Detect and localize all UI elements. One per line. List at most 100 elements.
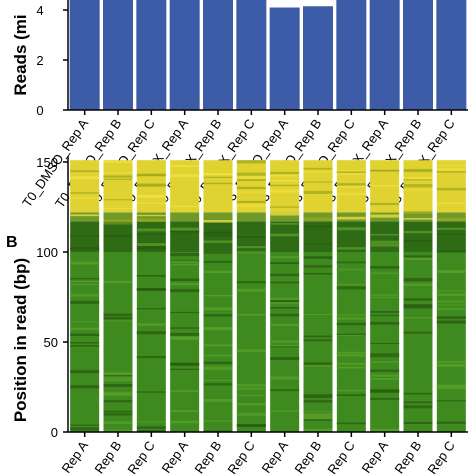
heatmap-stripe xyxy=(303,243,333,245)
heatmap-stripe xyxy=(170,288,200,293)
bar-11 xyxy=(403,0,433,110)
y-tick-label: 0 xyxy=(36,103,43,118)
y-tick-label: 50 xyxy=(44,335,58,350)
y-axis-title: Position in read (bp) xyxy=(11,258,30,422)
heatmap-stripe xyxy=(270,306,300,309)
heatmap-stripe xyxy=(270,376,300,380)
heatmap-stripe xyxy=(270,262,300,265)
band-medium xyxy=(236,212,266,222)
heatmap-stripe xyxy=(403,278,433,282)
x-tick-label: Rep B xyxy=(391,438,424,474)
heatmap-stripe xyxy=(370,272,400,274)
heatmap-stripe xyxy=(303,313,333,316)
heatmap-stripe xyxy=(403,405,433,409)
heatmap-stripe xyxy=(336,317,366,320)
heatmap-stripe xyxy=(403,255,433,258)
heatmap-stripe xyxy=(70,294,100,297)
heatmap-stripe xyxy=(403,187,433,191)
heatmap-stripe xyxy=(203,366,233,370)
heatmap-stripe xyxy=(436,293,466,296)
heatmap-stripe xyxy=(236,176,266,180)
heatmap-stripe xyxy=(336,362,366,365)
heatmap-stripe xyxy=(103,160,133,164)
heatmap-stripe xyxy=(103,400,133,403)
heatmap-stripe xyxy=(336,185,366,188)
heatmap-stripe xyxy=(270,356,300,361)
heatmap-stripe xyxy=(436,202,466,205)
heatmap-stripe xyxy=(170,390,200,393)
x-tick-label: Rep A xyxy=(359,438,392,474)
heatmap-stripe xyxy=(236,200,266,204)
heatmap-stripe xyxy=(170,368,200,371)
heatmap-stripe xyxy=(270,189,300,193)
heatmap-stripe xyxy=(370,353,400,355)
heatmap-stripe xyxy=(270,313,300,317)
heatmap-stripe xyxy=(103,413,133,416)
heatmap-stripe xyxy=(236,178,266,181)
heatmap-stripe xyxy=(103,222,133,225)
heatmap-stripe xyxy=(403,298,433,301)
heatmap-column-12 xyxy=(436,160,466,432)
heatmap-stripe xyxy=(336,192,366,196)
heatmap-stripe xyxy=(136,275,166,277)
heatmap-column-3 xyxy=(136,160,166,433)
heatmap-stripe xyxy=(403,218,433,220)
heatmap-column-4 xyxy=(170,160,200,432)
heatmap-stripe xyxy=(270,184,300,187)
heatmap-stripe xyxy=(236,384,266,387)
heatmap-column-6 xyxy=(236,160,266,432)
heatmap-stripe xyxy=(203,294,233,297)
heatmap-stripe xyxy=(70,370,100,374)
heatmap-stripe xyxy=(270,323,300,326)
heatmap-stripe xyxy=(436,187,466,191)
heatmap-stripe xyxy=(203,379,233,381)
heatmap-stripe xyxy=(236,203,266,206)
heatmap-stripe xyxy=(136,391,166,393)
heatmap-stripe xyxy=(303,362,333,365)
heatmap-stripe xyxy=(103,172,133,174)
heatmap-stripe xyxy=(336,366,366,369)
heatmap-stripe xyxy=(270,206,300,208)
heatmap-stripe xyxy=(370,390,400,393)
heatmap-stripe xyxy=(403,239,433,242)
band-medium xyxy=(170,212,200,222)
bar-7 xyxy=(269,7,300,110)
heatmap-stripe xyxy=(70,385,100,389)
heatmap-stripe xyxy=(303,217,333,221)
heatmap-column-2 xyxy=(103,160,133,432)
heatmap-stripe xyxy=(270,256,300,259)
heatmap-stripe xyxy=(236,186,266,190)
heatmap-stripe xyxy=(103,392,133,396)
heatmap-column-10 xyxy=(370,160,400,432)
heatmap-stripe xyxy=(70,280,100,283)
heatmap-stripe xyxy=(403,230,433,234)
heatmap-stripe xyxy=(436,218,466,221)
heatmap-stripe xyxy=(336,314,366,316)
heatmap-stripe xyxy=(136,218,166,222)
heatmap-stripe xyxy=(303,167,333,170)
heatmap-stripe xyxy=(236,349,266,353)
heatmap-stripe xyxy=(136,430,166,433)
heatmap-stripe xyxy=(70,346,100,348)
heatmap-stripe xyxy=(303,428,333,432)
heatmap-stripe xyxy=(70,247,100,251)
x-tick-label: Rep C xyxy=(424,438,457,474)
band-high-quality xyxy=(136,252,166,432)
band-lower-quality xyxy=(203,160,233,213)
heatmap-stripe xyxy=(403,169,433,173)
heatmap-stripe xyxy=(336,247,366,250)
band-medium xyxy=(136,212,166,222)
heatmap-stripe xyxy=(170,165,200,167)
band-medium xyxy=(103,212,133,222)
band-high-quality-dark xyxy=(403,221,433,252)
band-high-quality-dark xyxy=(336,221,366,252)
heatmap-stripe xyxy=(303,412,333,417)
heatmap-stripe xyxy=(303,411,333,413)
heatmap-stripe xyxy=(103,208,133,210)
heatmap-stripe xyxy=(203,398,233,402)
heatmap-stripe xyxy=(403,257,433,261)
heatmap-stripe xyxy=(270,300,300,303)
heatmap-stripe xyxy=(170,261,200,264)
heatmap-stripe xyxy=(403,177,433,180)
